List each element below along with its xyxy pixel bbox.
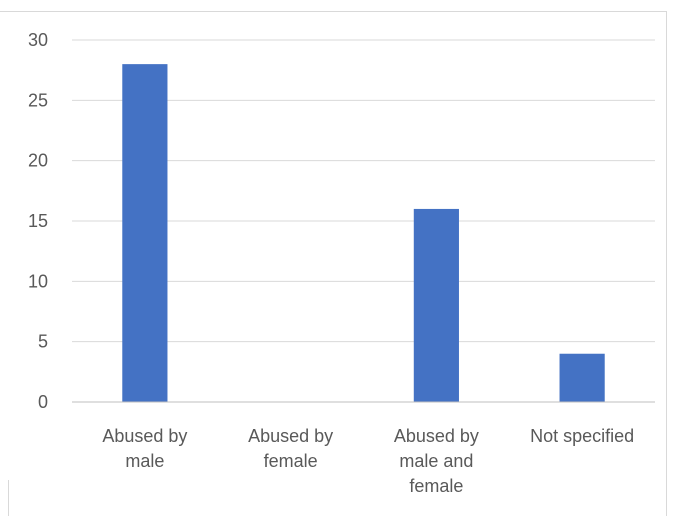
y-tick-label-0: 0 (38, 392, 48, 412)
y-tick-label-25: 25 (28, 90, 48, 110)
x-tick-label-2: Abused by male and female (394, 426, 479, 496)
y-tick-label-5: 5 (38, 332, 48, 352)
bar-3 (559, 353, 605, 402)
chart-border-left (8, 480, 9, 516)
y-tick-label-15: 15 (28, 211, 48, 231)
x-tick-label-3: Not specified (530, 426, 634, 446)
bar-0 (122, 64, 168, 402)
labels: 0 5 10 15 20 25 30 Abused by male Abused by female… (28, 30, 634, 496)
y-tick-label-30: 30 (28, 30, 48, 50)
gridlines (72, 39, 655, 343)
y-tick-label-10: 10 (28, 271, 48, 291)
bars (122, 64, 605, 402)
x-tick-label-1: Abused by female (248, 426, 333, 471)
chart-border-top (0, 11, 667, 12)
y-tick-label-20: 20 (28, 151, 48, 171)
chart-border-right (666, 11, 667, 516)
x-tick-label-0: Abused by male (102, 426, 187, 471)
bar-2 (413, 208, 459, 402)
